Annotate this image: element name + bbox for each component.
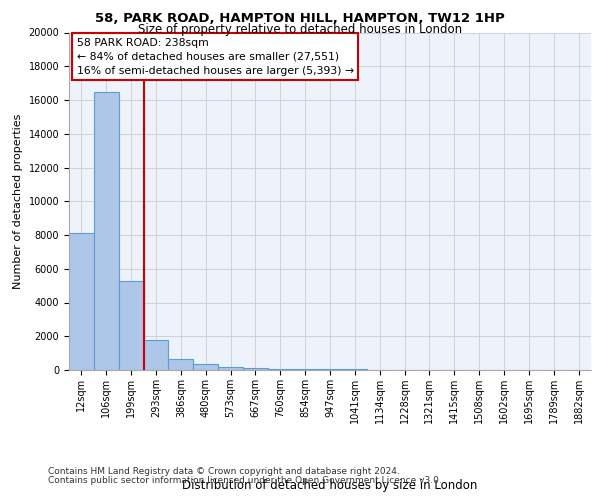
Bar — [268, 368, 293, 370]
Bar — [193, 364, 218, 370]
Text: 58, PARK ROAD, HAMPTON HILL, HAMPTON, TW12 1HP: 58, PARK ROAD, HAMPTON HILL, HAMPTON, TW… — [95, 12, 505, 24]
Text: Contains HM Land Registry data © Crown copyright and database right 2024.: Contains HM Land Registry data © Crown c… — [48, 467, 400, 476]
Bar — [293, 369, 317, 370]
Bar — [143, 340, 169, 370]
Bar — [119, 280, 143, 370]
Bar — [218, 366, 243, 370]
Bar — [243, 368, 268, 370]
Bar — [94, 92, 119, 370]
Text: 58 PARK ROAD: 238sqm
← 84% of detached houses are smaller (27,551)
16% of semi-d: 58 PARK ROAD: 238sqm ← 84% of detached h… — [77, 38, 354, 76]
Text: Size of property relative to detached houses in London: Size of property relative to detached ho… — [138, 22, 462, 36]
Text: Contains public sector information licensed under the Open Government Licence v3: Contains public sector information licen… — [48, 476, 442, 485]
X-axis label: Distribution of detached houses by size in London: Distribution of detached houses by size … — [182, 478, 478, 492]
Y-axis label: Number of detached properties: Number of detached properties — [13, 114, 23, 289]
Bar — [169, 359, 193, 370]
Bar — [69, 234, 94, 370]
